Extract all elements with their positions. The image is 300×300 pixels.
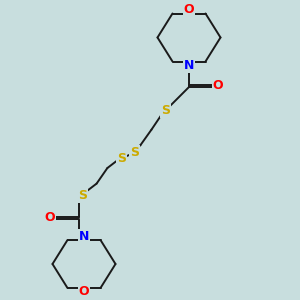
Text: O: O (79, 285, 89, 298)
Text: O: O (45, 211, 56, 224)
Text: S: S (117, 152, 126, 165)
Text: S: S (161, 104, 170, 117)
Text: O: O (184, 3, 194, 16)
Text: S: S (78, 189, 87, 202)
Text: N: N (184, 59, 194, 72)
Text: S: S (130, 146, 139, 159)
Text: N: N (79, 230, 89, 243)
Text: O: O (212, 79, 223, 92)
